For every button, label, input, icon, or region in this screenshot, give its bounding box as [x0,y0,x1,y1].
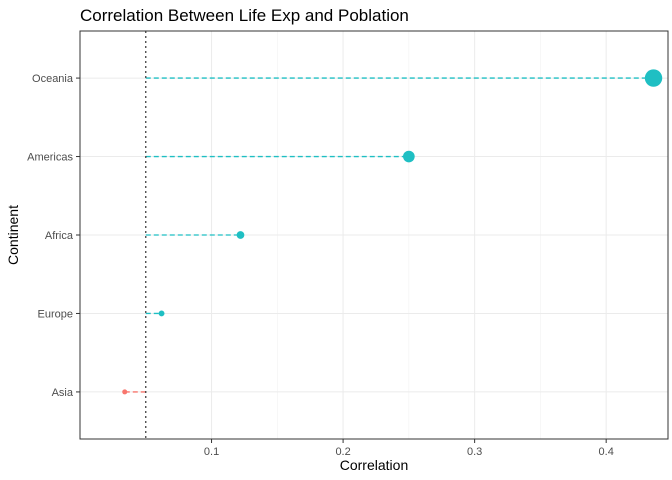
x-tick-label: 0.3 [467,446,482,458]
data-marks [122,31,663,439]
y-tick-label: Oceania [32,73,74,85]
x-axis-title: Correlation [340,457,408,473]
lollipop-point [403,150,415,163]
y-tick-label: Europe [38,308,73,320]
lollipop-point [158,310,165,317]
grid [80,31,668,439]
lollipop-point [236,231,245,239]
y-axis-ticks: Asia Europe Africa Americas Oceania [27,73,80,399]
x-tick-label: 0.4 [599,446,614,458]
y-axis-title: Continent [5,205,21,265]
x-tick-label: 0.1 [204,446,219,458]
x-axis-ticks: 0.1 0.2 0.3 0.4 [204,439,614,458]
x-tick-label: 0.2 [335,446,350,458]
lollipop-point [122,389,128,395]
y-tick-label: Americas [27,152,73,164]
lollipop-point [644,69,663,87]
y-tick-label: Asia [52,387,74,399]
y-tick-label: Africa [45,230,74,242]
chart-title: Correlation Between Life Exp and Poblati… [80,6,409,25]
